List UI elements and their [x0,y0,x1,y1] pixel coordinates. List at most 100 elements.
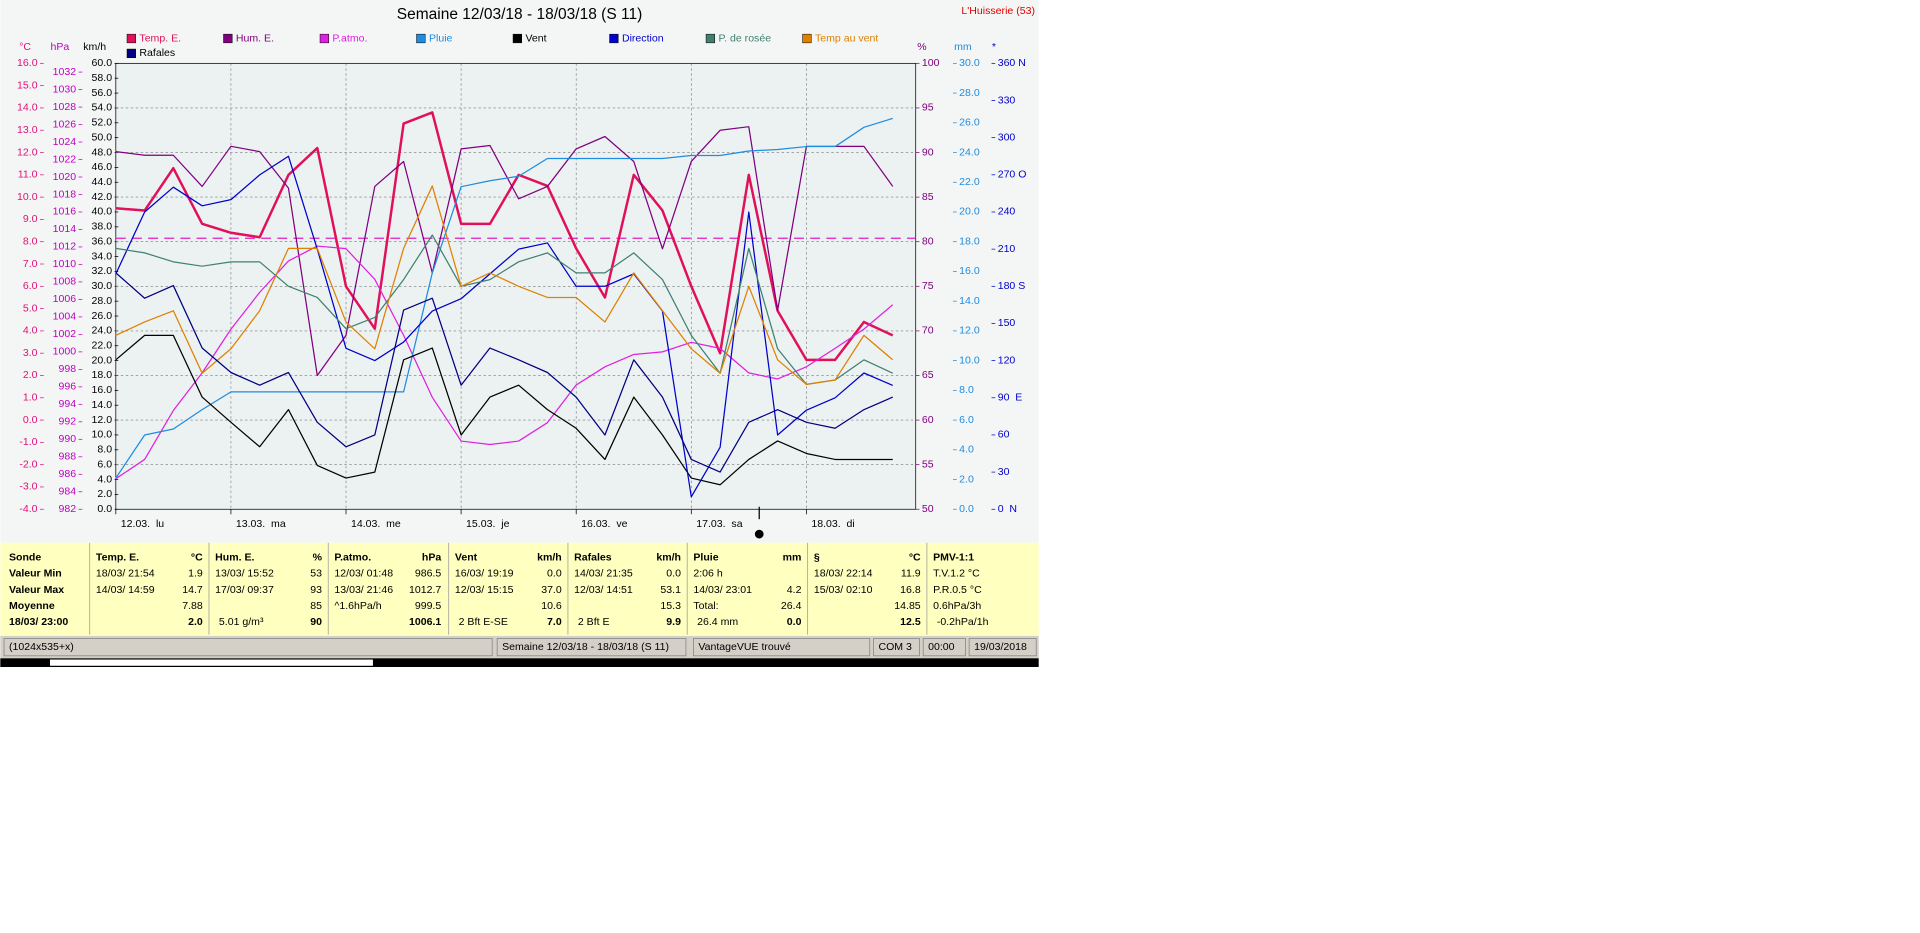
cell-label: -0.2hPa/1h [937,616,989,628]
y-tick-label: 1024 [53,136,77,148]
y-tick-label: 16.0 [92,384,113,396]
y-tick-label: 998 [58,363,76,375]
column-unit: % [313,551,323,563]
y-tick-label: 30.0 [92,280,113,292]
y-tick-label: 16.0 [17,57,38,69]
y-tick-label: 9.0 [23,213,38,225]
column-header: § [814,551,820,563]
y-tick-label: 994 [58,398,76,410]
y-tick-label: 54.0 [92,102,113,114]
series-line [115,334,893,486]
y-tick-label: 4.0 [97,473,112,485]
y-tick-label: 1002 [53,328,77,340]
cell-value: 4.2 [787,584,802,596]
legend-label: Temp. E. [139,32,181,44]
cell-value: 15.3 [660,600,681,612]
y-tick-label: 22.0 [92,340,113,352]
status-panel [496,638,687,657]
y-tick-label: 1022 [53,153,77,165]
y-tick-label: 11.0 [18,169,38,181]
y-tick-label: 30.0 [959,57,980,69]
y-tick-label: 240 [998,206,1016,218]
y-tick-label: 28.0 [92,295,113,307]
y-tick-label: 2.0 [97,488,112,500]
cell-label: 14/03/ 23:01 [693,584,752,596]
y-tick-label: 4.0 [23,325,38,337]
legend-swatch [319,33,329,44]
status-panel [873,638,920,657]
y-tick-label: 1000 [53,346,77,358]
axis-unit: hPa [51,41,70,53]
legend-swatch [802,33,812,44]
scrollbar [49,659,373,666]
y-tick-label: 20.0 [92,354,113,366]
column-header: Hum. E. [215,551,254,563]
y-tick-label: 85 [922,191,934,203]
y-tick-label: 996 [58,381,76,393]
column-header: PMV-1:1 [933,551,974,563]
y-tick-label: 1012 [53,241,77,253]
y-tick-label: -4.0 [19,503,37,515]
cell-value: 0.0 [547,568,562,580]
cell-label: 14/03/ 21:35 [574,568,633,580]
y-tick-label: 24.0 [959,146,980,158]
column-unit: °C [909,551,921,563]
status-text: 00:00 [928,641,955,653]
cell-value: 16.8 [900,584,921,596]
column-unit: °C [191,551,203,563]
y-tick-label: 2.0 [959,473,974,485]
column-header: Temp. E. [96,551,139,563]
cell-label: 2:06 h [693,568,722,580]
moon-icon [754,529,764,539]
y-tick-label: 1006 [53,293,77,305]
y-tick-label: 48.0 [92,146,113,158]
window: Semaine 12/03/18 - 18/03/18 (S 11) L'Hui… [0,0,1039,667]
y-tick-label: 50.0 [92,131,113,143]
y-tick-label: 18.0 [959,235,980,247]
cell-value: 90 [310,616,322,628]
cell-value: 53.1 [660,584,681,596]
x-tick-label: 18.03. di [811,518,854,530]
status-bar [0,635,1039,659]
y-tick-label: 992 [58,416,76,428]
y-tick-label: 13.0 [17,124,38,136]
cell-value: 14.7 [182,584,203,596]
cell-label: 2 Bft E-SE [459,616,508,628]
y-tick-label: 60 [998,429,1010,441]
y-tick-label: 8.0 [97,444,112,456]
y-tick-label: 12.0 [959,325,980,337]
y-tick-label: 988 [58,451,76,463]
y-tick-label: 120 [998,354,1016,366]
cell-label: 26.4 mm [697,616,738,628]
y-tick-label: 44.0 [92,176,113,188]
y-tick-label: 14.0 [959,295,980,307]
column-unit: km/h [537,551,562,563]
y-tick-label: 26.0 [959,117,980,129]
y-tick-label: 60.0 [92,57,113,69]
y-tick-label: 90 E [998,392,1023,404]
y-tick-label: 100 [922,57,940,69]
cell-label: 12/03/ 14:51 [574,584,633,596]
status-text: VantageVUE trouvé [698,641,791,653]
y-tick-label: 58.0 [92,72,113,84]
x-tick-label: 17.03. sa [696,518,742,530]
cell-value: 93 [310,584,322,596]
y-tick-label: -1.0 [19,436,37,448]
y-tick-label: 2.0 [23,369,38,381]
x-tick-label: 13.03. ma [236,518,286,530]
y-tick-label: 6.0 [959,414,974,426]
chart-title: Semaine 12/03/18 - 18/03/18 (S 11) [397,6,643,23]
cell-label: 17/03/ 09:37 [215,584,274,596]
y-tick-label: 46.0 [92,161,113,173]
stats-panel [0,542,1039,636]
row-label: 18/03/ 23:00 [9,616,68,628]
cell-value: 53 [310,568,322,580]
y-tick-label: 12.0 [17,146,38,158]
column-header: Rafales [574,551,612,563]
y-tick-label: 28.0 [959,87,980,99]
cell-label: T.V.1.2 °C [933,568,980,580]
cell-value: 10.6 [541,600,562,612]
x-tick-label: 14.03. me [351,518,401,530]
cell-value: 1006.1 [409,616,441,628]
